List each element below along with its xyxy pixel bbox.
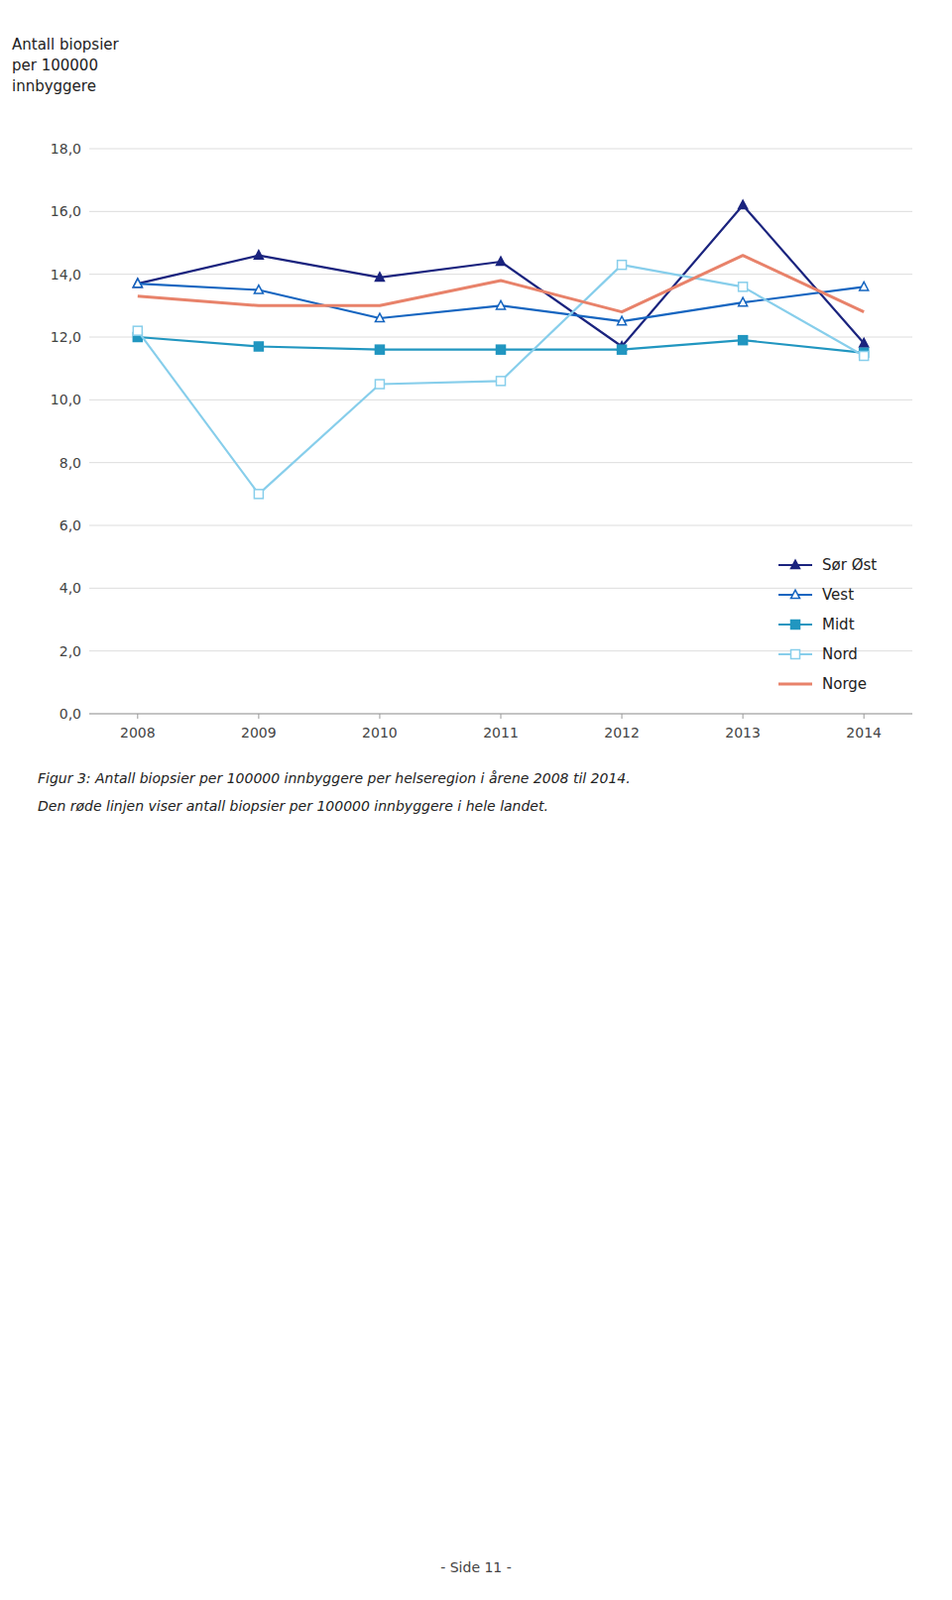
point — [617, 316, 627, 326]
y-tick-label: 0,0 — [59, 706, 82, 722]
y-tick-label: 12,0 — [50, 329, 82, 346]
point — [374, 313, 384, 323]
legend: Sør Øst Vest Midt Nord Norge — [778, 556, 877, 694]
x-tick-label: 2009 — [240, 724, 277, 741]
grid-line — [89, 462, 913, 464]
point — [496, 376, 506, 386]
point — [132, 278, 142, 288]
point — [617, 260, 627, 270]
point — [253, 489, 263, 499]
footer: - Side 11 - — [440, 1559, 512, 1576]
series-line — [137, 264, 864, 494]
y-axis-label: Antall biopsier per 100000 innbyggere — [11, 35, 120, 96]
point — [253, 342, 263, 352]
point — [374, 272, 384, 282]
legend-marker — [791, 650, 801, 660]
point — [496, 256, 506, 266]
grid — [89, 148, 913, 714]
point — [253, 250, 263, 260]
point — [496, 345, 506, 355]
point — [374, 345, 384, 355]
y-tick-label: 8,0 — [59, 455, 82, 472]
y-axis-label-line: Antall biopsier — [11, 35, 120, 54]
caption: Figur 3: Antall biopsier per 100000 innb… — [37, 770, 631, 787]
series-line — [137, 205, 864, 348]
x-tick-label: 2014 — [845, 724, 882, 741]
point — [738, 282, 748, 292]
grid-line — [89, 337, 913, 339]
x-tick — [136, 714, 138, 719]
plot-data — [132, 200, 868, 499]
point — [859, 338, 869, 348]
series — [132, 200, 868, 351]
point — [738, 336, 748, 346]
x-tick-label: 2008 — [119, 724, 156, 741]
x-tick — [500, 714, 502, 719]
series — [132, 333, 868, 358]
grid-line — [89, 588, 913, 590]
grid-line — [89, 525, 913, 527]
chart-canvas: Antall biopsier per 100000 innbyggere 0,0 2,… — [0, 0, 952, 1600]
series-line — [137, 283, 864, 322]
point — [738, 297, 748, 307]
caption: Den røde linjen viser antall biopsier pe… — [37, 798, 549, 815]
x-tick — [257, 714, 259, 719]
series — [132, 278, 868, 326]
series-line — [137, 255, 864, 313]
point — [859, 352, 869, 361]
y-axis-label-line: per 100000 — [11, 56, 99, 75]
legend-label: Sør Øst — [822, 556, 877, 575]
y-axis-label-line: innbyggere — [11, 77, 97, 96]
y-tick-label: 10,0 — [50, 391, 82, 408]
grid-line — [89, 399, 913, 401]
page: {"chart_data": { "type": "line", "y_labe… — [0, 0, 952, 1600]
y-tick-label: 16,0 — [50, 203, 82, 220]
x-tick-label: 2010 — [361, 724, 398, 741]
point — [253, 285, 263, 295]
legend-label: Nord — [822, 645, 858, 664]
legend-marker — [791, 560, 801, 570]
y-tick-label: 14,0 — [50, 266, 82, 283]
x-tick — [378, 714, 380, 719]
x-tick-label: 2011 — [482, 724, 519, 741]
legend-marker — [791, 620, 801, 630]
point — [738, 200, 748, 210]
y-tick-label: 4,0 — [59, 580, 82, 596]
x-tick — [621, 714, 623, 719]
series — [132, 260, 868, 499]
y-tick-label: 2,0 — [59, 643, 82, 660]
x-tick — [742, 714, 744, 719]
x-ticks: 2008 2009 2010 2011 2012 2013 2014 — [119, 714, 882, 741]
x-tick-label: 2013 — [724, 724, 761, 741]
grid-line — [89, 273, 913, 275]
x-tick — [863, 714, 865, 719]
point — [132, 326, 142, 336]
y-tick-label: 18,0 — [50, 140, 82, 157]
grid-line — [89, 148, 913, 150]
legend-label: Vest — [822, 586, 854, 604]
legend-label: Midt — [822, 615, 855, 634]
grid-line — [89, 211, 913, 213]
y-ticks: 0,0 2,0 4,0 6,0 8,0 10,0 12,0 14,0 16,0 18,0 — [50, 140, 82, 722]
legend-marker — [791, 590, 801, 599]
legend-swatch — [778, 683, 813, 687]
point — [496, 300, 506, 310]
point — [617, 345, 627, 355]
grid-line — [89, 650, 913, 652]
series — [137, 255, 864, 313]
y-tick-label: 6,0 — [59, 517, 82, 534]
legend-label: Norge — [822, 675, 867, 694]
point — [859, 281, 869, 291]
point — [374, 379, 384, 389]
x-tick-label: 2012 — [603, 724, 640, 741]
